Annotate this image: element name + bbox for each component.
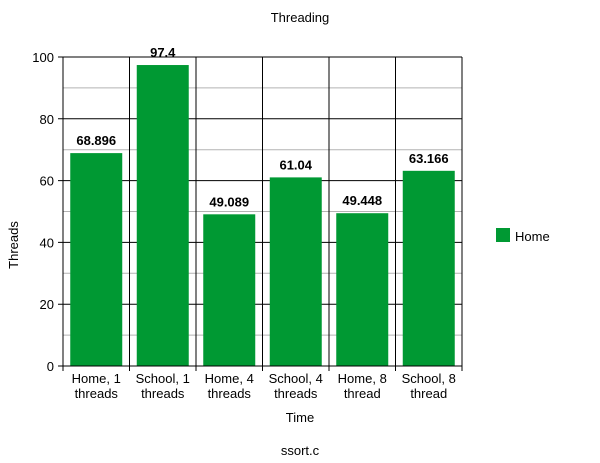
data-labels: 68.896 97.4 49.089 61.04 49.448 63.166	[76, 45, 448, 209]
x-tick-label: Home, 8 thread	[338, 371, 387, 401]
x-tick-label: School, 4 threads	[269, 371, 323, 401]
data-label: 68.896	[76, 133, 116, 148]
bar	[336, 213, 389, 366]
legend: Home	[496, 228, 550, 244]
x-tick-labels: Home, 1 threads School, 1 threads Home, 4 thr…	[72, 371, 456, 401]
chart-title: Threading	[271, 10, 330, 25]
axes	[62, 57, 462, 367]
y-tick-label: 80	[40, 112, 54, 127]
bars	[70, 65, 455, 366]
bar	[269, 177, 322, 366]
bar	[203, 214, 256, 366]
x-tick-label: Home, 1 threads	[72, 371, 121, 401]
y-tick-label: 60	[40, 174, 54, 189]
data-label: 61.04	[279, 157, 312, 172]
legend-label: Home	[515, 229, 550, 244]
y-axis-label: Threads	[6, 221, 21, 269]
bar	[70, 153, 123, 366]
bar	[402, 170, 455, 366]
data-label: 49.089	[209, 194, 249, 209]
x-axis-label: Time	[286, 410, 314, 425]
y-tick-label: 20	[40, 297, 54, 312]
data-label: 97.4	[150, 45, 176, 60]
y-tick-label: 40	[40, 235, 54, 250]
y-tick-labels: 0 20 40 60 80 100	[32, 50, 54, 374]
data-label: 63.166	[409, 151, 449, 166]
data-label: 49.448	[342, 193, 382, 208]
bar	[136, 65, 189, 366]
legend-swatch	[496, 228, 510, 242]
x-tick-label: Home, 4 threads	[205, 371, 254, 401]
x-tick-label: School, 1 threads	[136, 371, 190, 401]
x-tick-label: School, 8 thread	[402, 371, 456, 401]
y-tick-label: 100	[32, 50, 54, 65]
chart-subtitle: ssort.c	[281, 443, 320, 458]
y-tick-label: 0	[47, 359, 54, 374]
